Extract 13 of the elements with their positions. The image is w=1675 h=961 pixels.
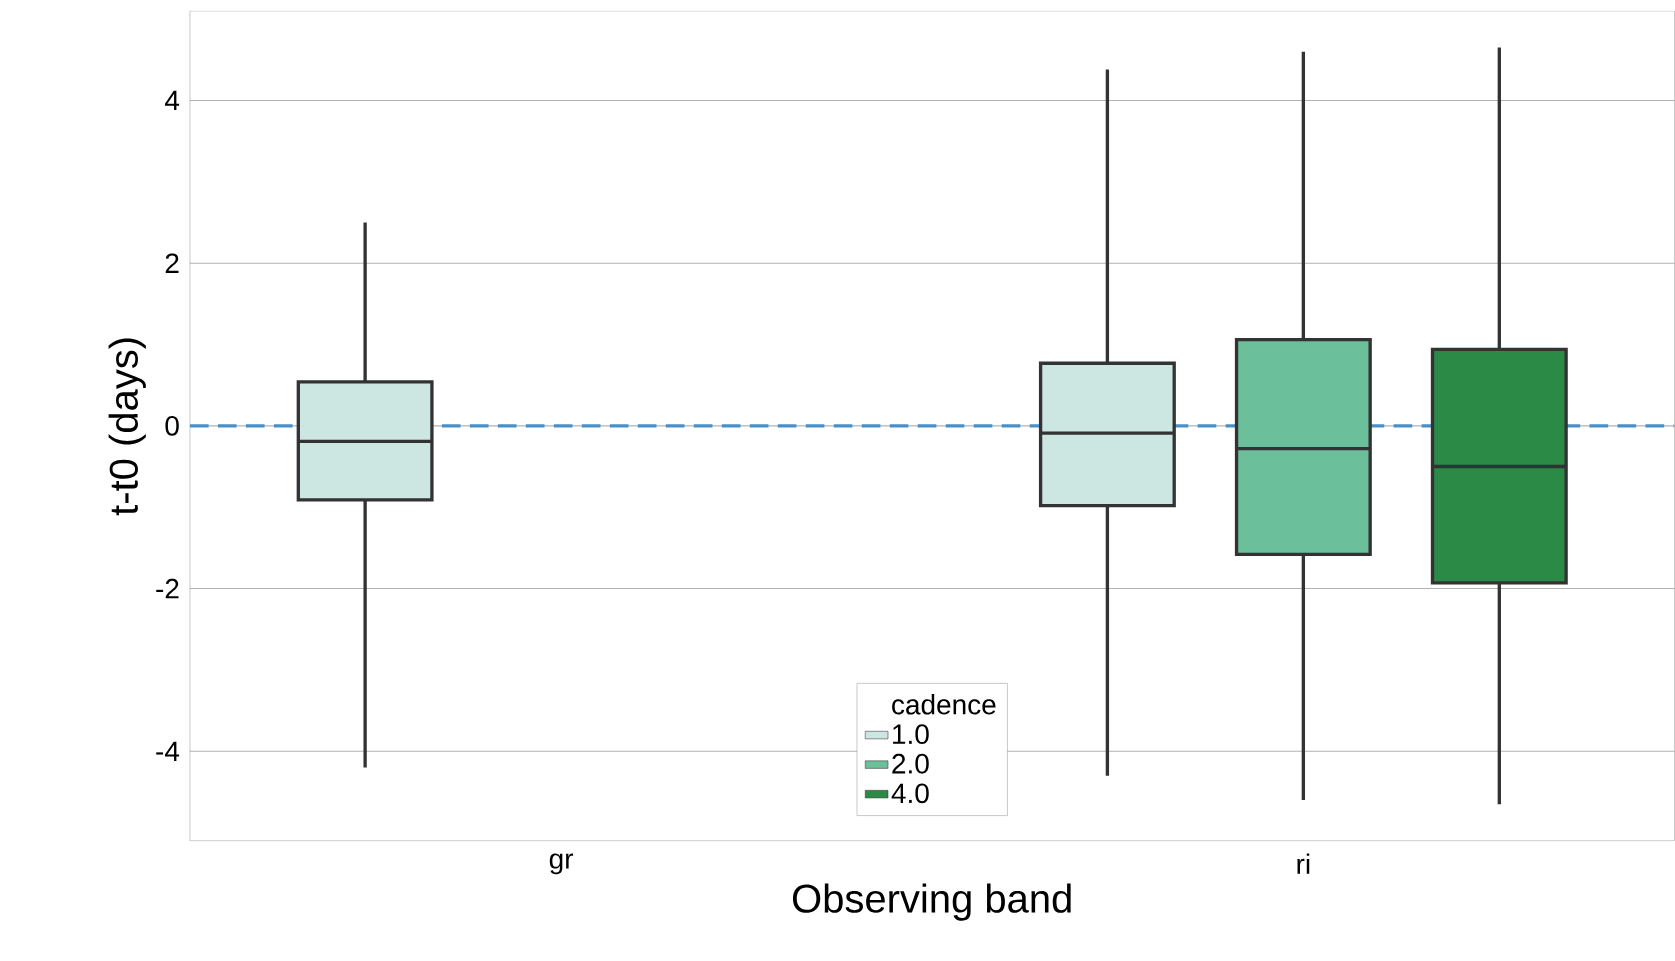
y-axis-title: t-t0 (days)	[108, 338, 146, 516]
y-tick-label: 4	[164, 90, 180, 111]
y-tick-label: -4	[156, 741, 180, 762]
x-tick-label: ri	[1297, 853, 1310, 874]
y-tick-label: 0	[165, 416, 179, 436]
legend-label: 4.0	[891, 783, 929, 804]
x-axis-title: Observing band	[792, 883, 1071, 921]
x-tick-label: gr	[549, 853, 574, 875]
legend-label: 2.0	[892, 753, 929, 774]
legend-title: cadence	[892, 694, 996, 715]
y-tick-label: 2	[165, 253, 179, 274]
legend-label: 1.0	[893, 724, 929, 745]
y-tick-label: -2	[156, 578, 179, 599]
